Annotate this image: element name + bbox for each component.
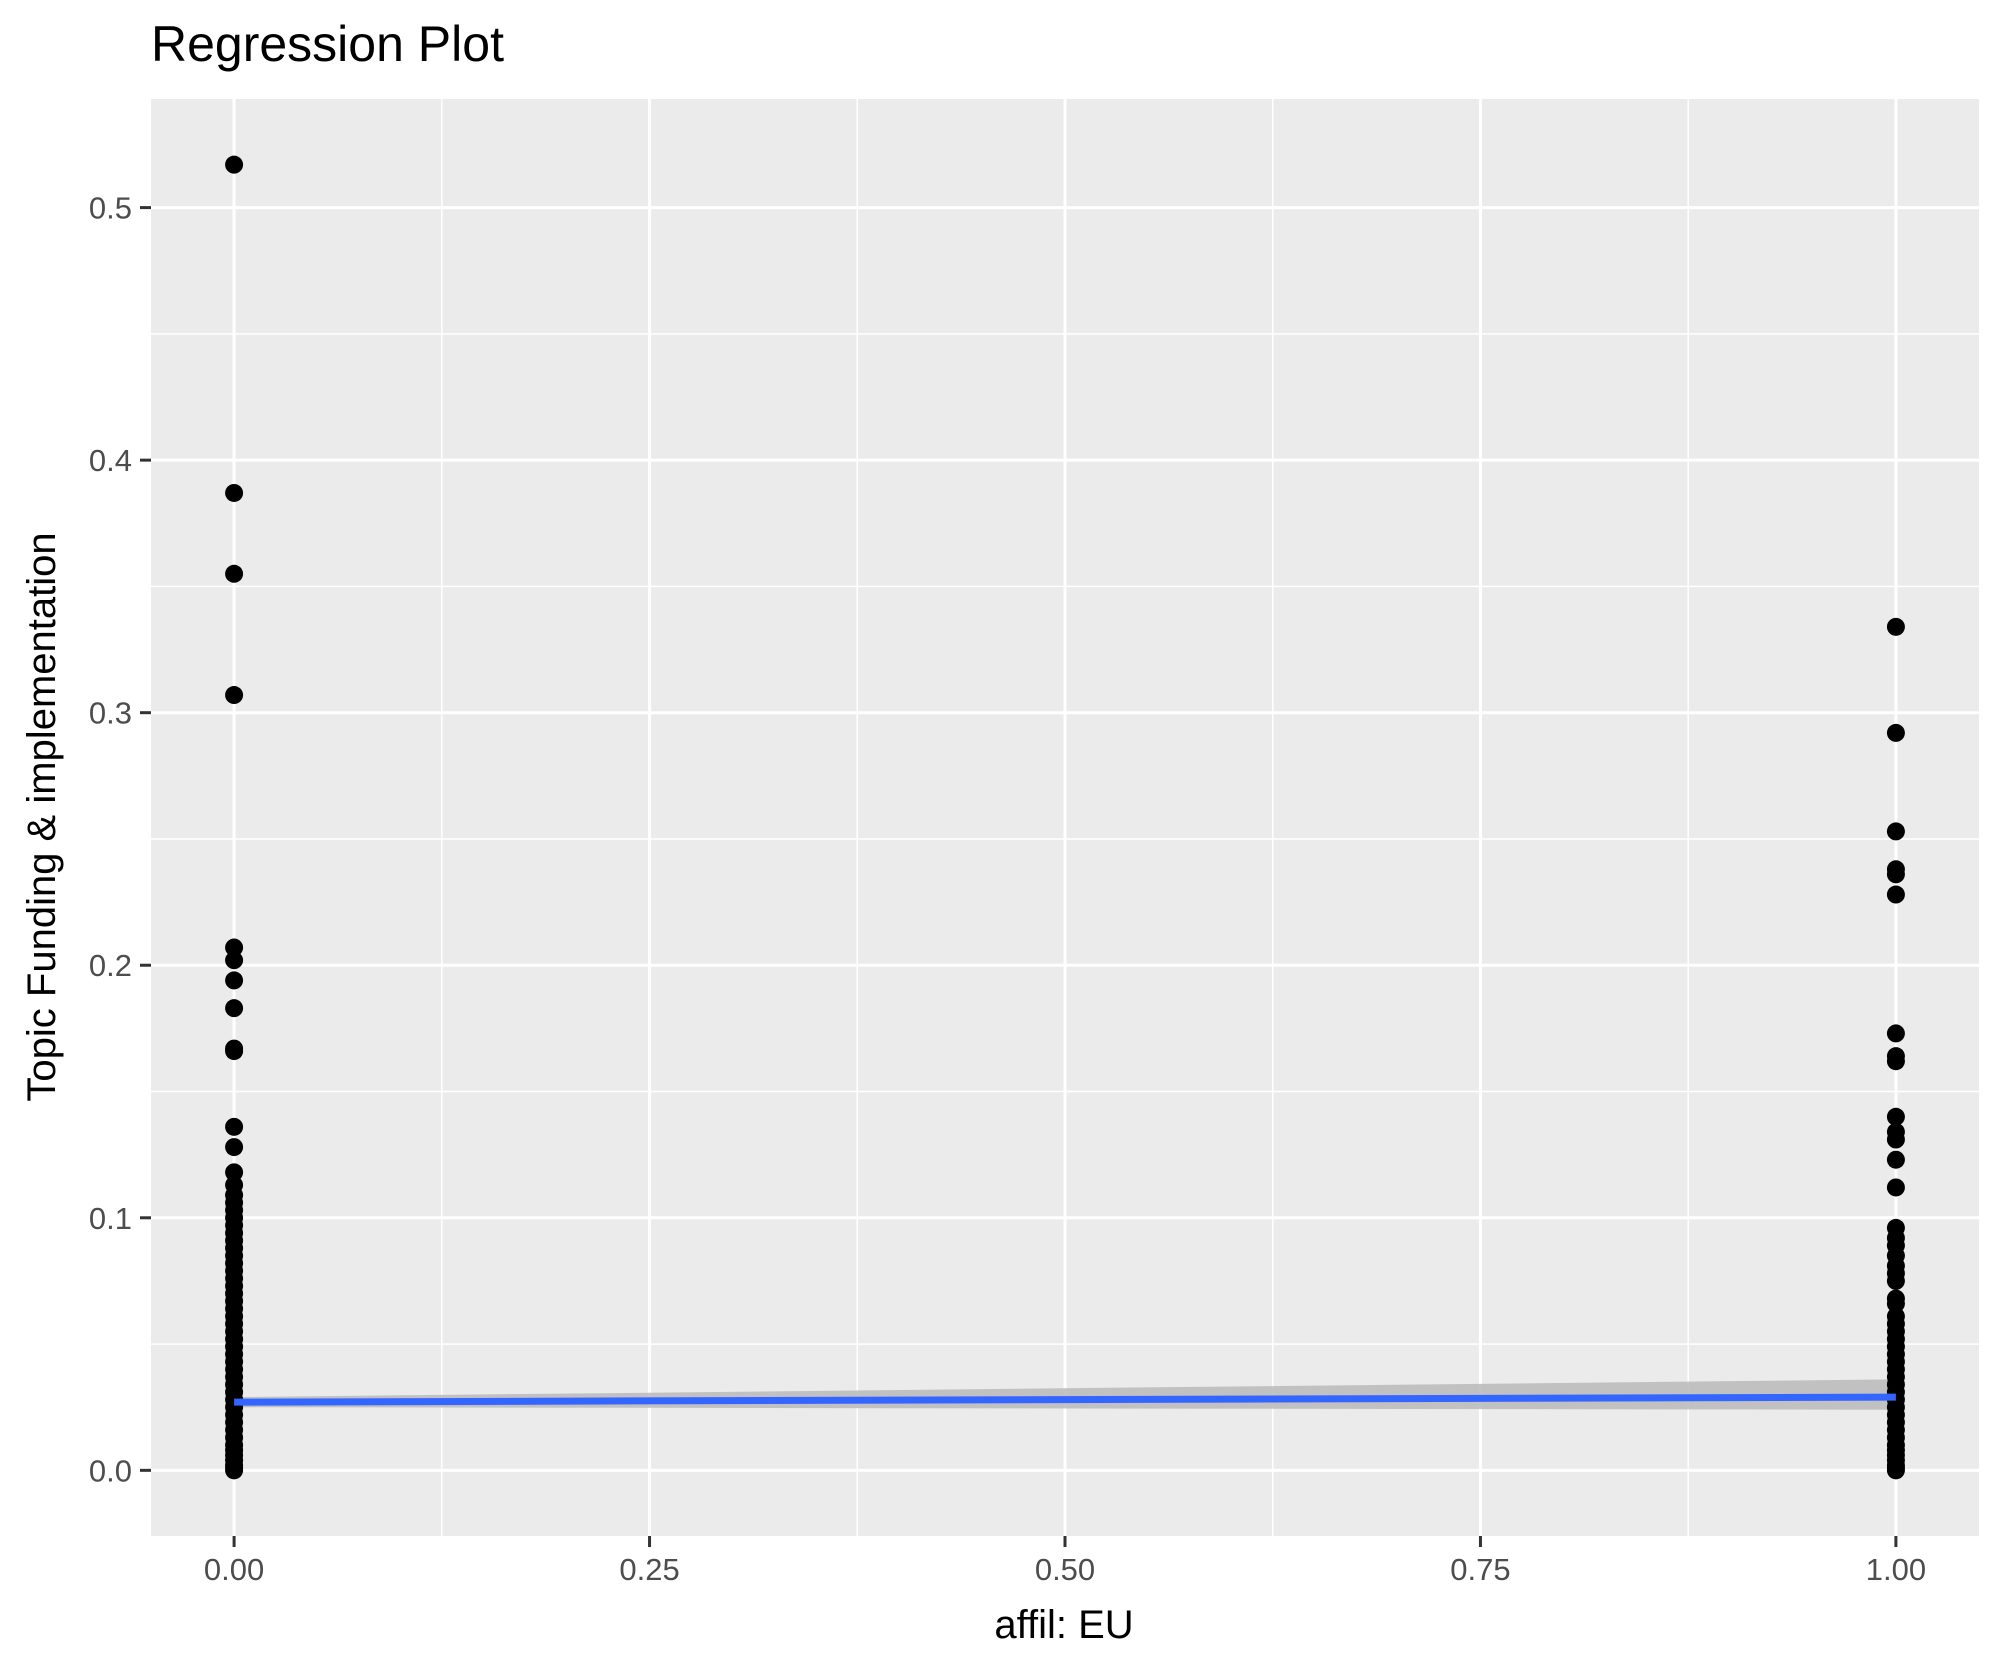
data-point (1886, 885, 1905, 904)
data-point (225, 686, 244, 705)
data-point (1886, 865, 1905, 884)
data-point (225, 483, 244, 502)
data-point (1886, 1130, 1905, 1149)
data-point (225, 564, 244, 583)
x-tick-label: 0.75 (1450, 1552, 1510, 1587)
x-tick-label: 1.00 (1866, 1552, 1926, 1587)
data-point (225, 951, 244, 970)
data-point (225, 1163, 244, 1182)
y-axis: 0.0 0.1 0.2 0.3 0.4 0.5 (89, 191, 151, 1488)
data-point (225, 155, 244, 174)
data-point (225, 1117, 244, 1136)
data-point (225, 999, 244, 1018)
data-point (1886, 1461, 1905, 1480)
data-point (1886, 1024, 1905, 1043)
data-point (225, 1138, 244, 1157)
x-axis: 0.00 0.25 0.50 0.75 1.00 (204, 1536, 1926, 1587)
x-tick-label: 0.00 (204, 1552, 264, 1587)
data-point (225, 1042, 244, 1061)
y-tick-label: 0.3 (89, 696, 132, 731)
data-point (225, 971, 244, 990)
data-point (1886, 1107, 1905, 1126)
fit-line-group (234, 1393, 1896, 1406)
y-tick-label: 0.2 (89, 948, 132, 983)
y-tick-label: 0.4 (89, 443, 132, 478)
data-point (225, 938, 244, 957)
y-axis-title: Topic Funding & implementation (20, 532, 64, 1101)
grid-lines (151, 99, 1979, 1536)
x-tick-label: 0.50 (1035, 1552, 1095, 1587)
data-points (225, 155, 1905, 1480)
y-tick-label: 0.1 (89, 1201, 132, 1236)
data-point (1886, 822, 1905, 841)
y-tick-label: 0.5 (89, 191, 132, 226)
x-tick-label: 0.25 (619, 1552, 679, 1587)
data-point (1886, 617, 1905, 636)
data-point (1886, 1271, 1905, 1290)
chart-title: Regression Plot (151, 16, 504, 72)
data-point (1886, 1294, 1905, 1313)
y-tick-label: 0.0 (89, 1453, 132, 1488)
data-point (225, 1461, 244, 1480)
data-point (1886, 1052, 1905, 1071)
data-point (1886, 1178, 1905, 1197)
data-point (1886, 723, 1905, 742)
x-axis-title: affil: EU (994, 1603, 1133, 1647)
regression-line (234, 1393, 1896, 1406)
data-point (1886, 1150, 1905, 1169)
